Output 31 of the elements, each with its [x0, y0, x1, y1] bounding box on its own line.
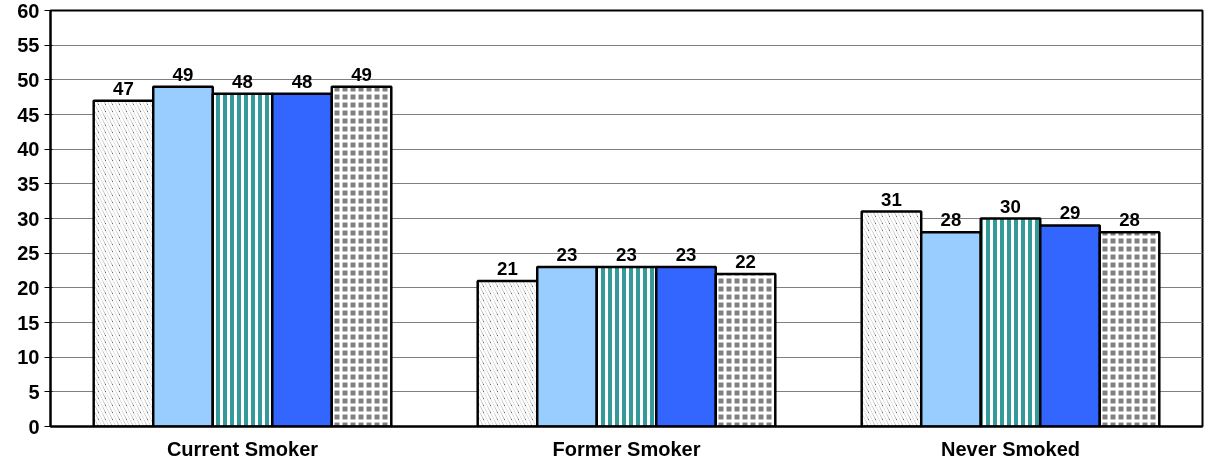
y-tick-label: 0 — [28, 415, 40, 438]
x-tick-label: Never Smoked — [941, 437, 1080, 460]
data-label: 31 — [881, 188, 902, 210]
y-tick-label: 30 — [17, 207, 40, 230]
y-tick-label: 45 — [17, 103, 40, 126]
data-label: 29 — [1059, 202, 1081, 224]
data-label: 22 — [735, 250, 756, 272]
data-label: 23 — [616, 244, 637, 266]
data-label: 48 — [291, 70, 313, 92]
y-tick-label: 60 — [17, 0, 40, 22]
data-label: 23 — [675, 244, 697, 266]
data-label: 23 — [556, 244, 578, 266]
data-label: 28 — [1119, 209, 1140, 231]
y-tick-label: 35 — [17, 172, 40, 195]
y-tick-label: 40 — [17, 138, 40, 161]
data-label: 21 — [497, 257, 518, 279]
y-tick-label: 5 — [28, 380, 40, 403]
data-label: 30 — [1000, 195, 1021, 217]
x-tick-label: Current Smoker — [166, 437, 319, 460]
data-label: 47 — [113, 77, 134, 99]
y-tick-label: 25 — [17, 242, 40, 265]
data-label: 48 — [232, 70, 253, 92]
y-tick-label: 15 — [17, 311, 40, 334]
y-tick-label: 10 — [17, 346, 40, 369]
data-label: 49 — [351, 63, 372, 85]
y-tick-label: 20 — [17, 276, 40, 299]
x-tick-label: Former Smoker — [552, 437, 701, 460]
y-tick-label: 55 — [17, 34, 40, 57]
data-label: 28 — [940, 209, 962, 231]
data-label: 49 — [172, 63, 194, 85]
y-tick-label: 50 — [17, 68, 40, 91]
